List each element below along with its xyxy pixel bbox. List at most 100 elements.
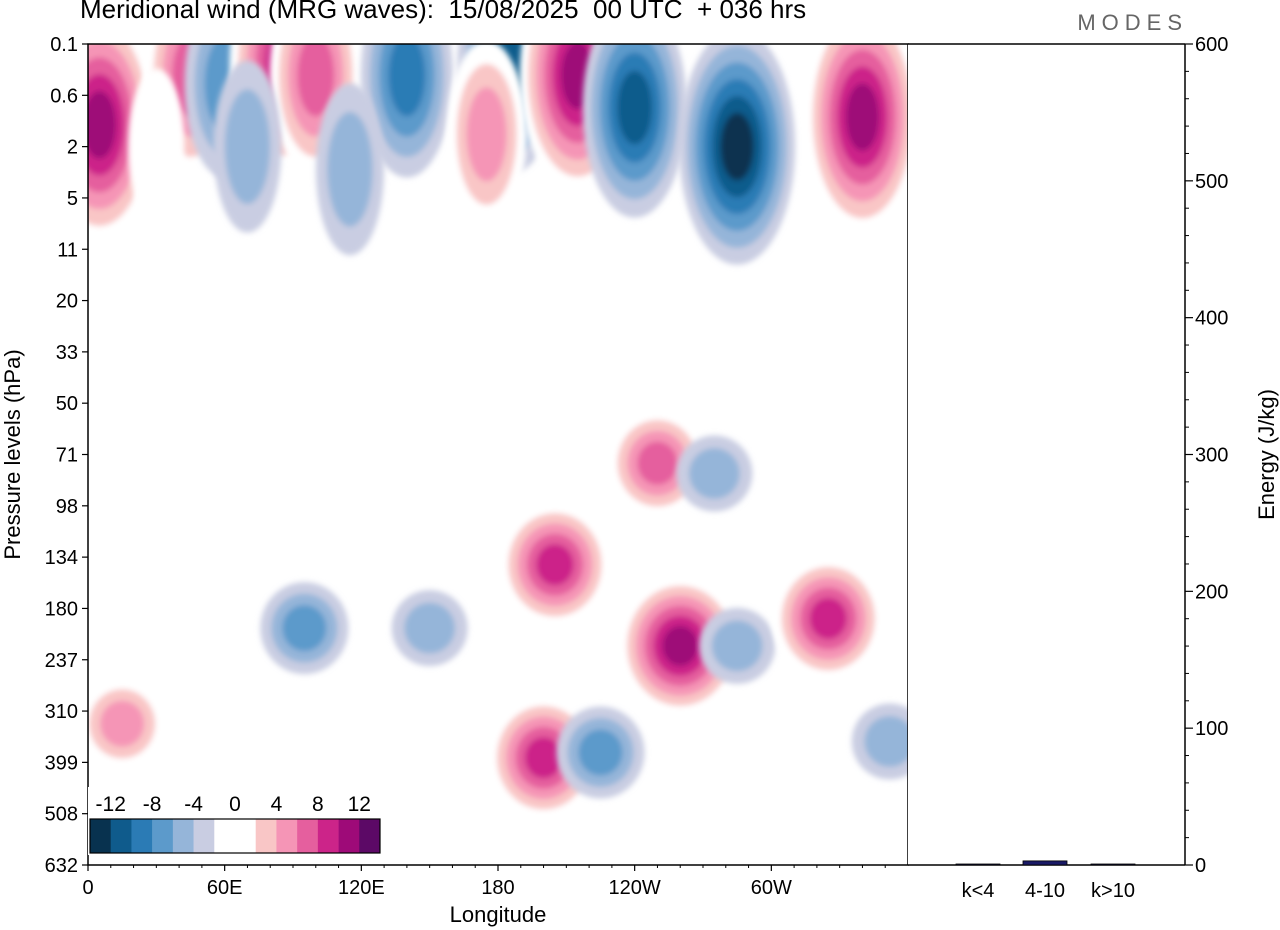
contour-level: [536, 544, 574, 586]
colorbar-swatch: [255, 819, 277, 853]
energy-category-label: 4-10: [1025, 880, 1065, 902]
heatmap-feature: [676, 435, 753, 512]
contour-level: [282, 605, 327, 652]
colorbar: -12 -8 -4 0 4 8 12: [88, 787, 382, 855]
heatmap-feature: [772, 556, 885, 681]
y-tick-label: 2: [67, 137, 78, 159]
colorbar-label: 8: [312, 793, 324, 816]
energy-tick-label: 100: [1195, 718, 1228, 740]
y-tick-label: 310: [45, 701, 78, 723]
contour-level: [689, 448, 740, 499]
contour-level: [404, 602, 455, 654]
contour-level: [845, 83, 880, 151]
heatmap-feature: [618, 575, 743, 716]
heatmap-feature: [804, 44, 908, 236]
contour-level: [617, 70, 653, 145]
x-tick-label: 120W: [609, 877, 661, 899]
contour-level: [578, 729, 623, 776]
y-tick-label: 0.6: [50, 85, 78, 107]
energy-axis-label: Energy (J/kg): [1254, 389, 1279, 520]
contour-level: [388, 44, 426, 117]
heatmap-feature: [260, 582, 349, 675]
y-tick-label: 33: [56, 342, 78, 364]
contour-level: [864, 716, 908, 767]
colorbar-swatch: [276, 819, 298, 853]
y-tick-label: 134: [45, 547, 78, 569]
heatmap-feature: [315, 83, 384, 256]
energy-bar: [1022, 860, 1068, 866]
colorbar-swatch: [235, 819, 257, 853]
y-tick-label: 399: [45, 752, 78, 774]
heatmap-feature: [128, 534, 193, 595]
x-tick-label: 60E: [207, 877, 243, 899]
y-tick-label: 180: [45, 598, 78, 620]
heatmap-feature: [391, 590, 468, 667]
x-tick-label: 60W: [751, 877, 792, 899]
contour-level: [100, 700, 145, 747]
contour-level: [809, 597, 847, 640]
colorbar-swatch: [214, 819, 236, 853]
colorbar-swatch: [317, 819, 339, 853]
y-tick-label: 50: [56, 393, 78, 415]
y-tick-label: 98: [56, 496, 78, 518]
colorbar-label: -4: [184, 793, 203, 816]
energy-bar: [1090, 863, 1136, 866]
colorbar-label: 4: [271, 793, 283, 816]
contour-level: [637, 441, 678, 485]
energy-bar: [955, 863, 1001, 866]
contour-level: [88, 91, 116, 159]
colorbar-label: 12: [348, 793, 371, 816]
energy-tick-label: 500: [1195, 171, 1228, 193]
heatmap-feature: [446, 44, 527, 229]
heatmap-feature: [169, 443, 234, 504]
colorbar-swatch: [152, 819, 174, 853]
heatmap-field: [88, 44, 908, 865]
y-tick-label: 632: [45, 855, 78, 877]
x-tick-label: 120E: [338, 877, 385, 899]
colorbar-frame: [89, 818, 381, 854]
contour-level: [466, 87, 507, 182]
contour-level: [662, 625, 698, 666]
contour-level: [524, 737, 563, 779]
y-tick-label: 5: [67, 188, 78, 210]
contour-level: [297, 44, 335, 117]
energy-axes: 0 100 200 300 400 500 600 Energy (J/kg) k<4 4-10 k…: [908, 34, 1279, 902]
colorbar-swatch: [110, 819, 132, 853]
contour-level: [492, 222, 549, 379]
energy-tick-label: 0: [1195, 855, 1206, 877]
heatmap-feature: [360, 44, 453, 178]
heatmap-feature: [607, 409, 708, 518]
colorbar-swatch: [297, 819, 319, 853]
heatmap-feature: [851, 703, 908, 780]
contour-level: [169, 443, 234, 504]
contour-level: [128, 534, 193, 595]
colorbar-swatch: [359, 819, 381, 853]
colorbar-swatch: [90, 819, 112, 853]
energy-tick-label: 600: [1195, 34, 1228, 56]
y-tick-label: 11: [57, 239, 78, 261]
energy-tick-label: 200: [1195, 581, 1228, 603]
contour-level: [327, 111, 373, 227]
colorbar-label: -12: [96, 793, 126, 816]
energy-panel: [908, 44, 1185, 865]
heatmap-feature: [213, 60, 282, 233]
y-tick-label: 237: [45, 650, 78, 672]
y-axis-label: Pressure levels (hPa): [0, 349, 25, 559]
y-tick-label: 0.1: [50, 34, 78, 56]
heatmap-feature: [492, 222, 549, 379]
colorbar-swatch: [338, 819, 360, 853]
energy-category-label: k<4: [962, 880, 995, 902]
y-tick-label: 71: [56, 445, 78, 467]
colorbar-swatch: [193, 819, 215, 853]
y-tick-label: 508: [45, 804, 78, 826]
contour-level: [711, 620, 763, 672]
modes-logo: MODES: [1077, 10, 1188, 35]
x-tick-label: 0: [82, 877, 93, 899]
contour-level: [224, 89, 271, 204]
y-tick-label: 20: [56, 291, 78, 313]
heatmap-feature: [699, 607, 776, 684]
contour-level: [720, 112, 754, 181]
heatmap-axes: 0.1 0.6 2 5 11 20 33 50 71 98 134 180 237 310 399 508 63…: [0, 34, 909, 927]
heatmap-feature: [498, 502, 611, 627]
